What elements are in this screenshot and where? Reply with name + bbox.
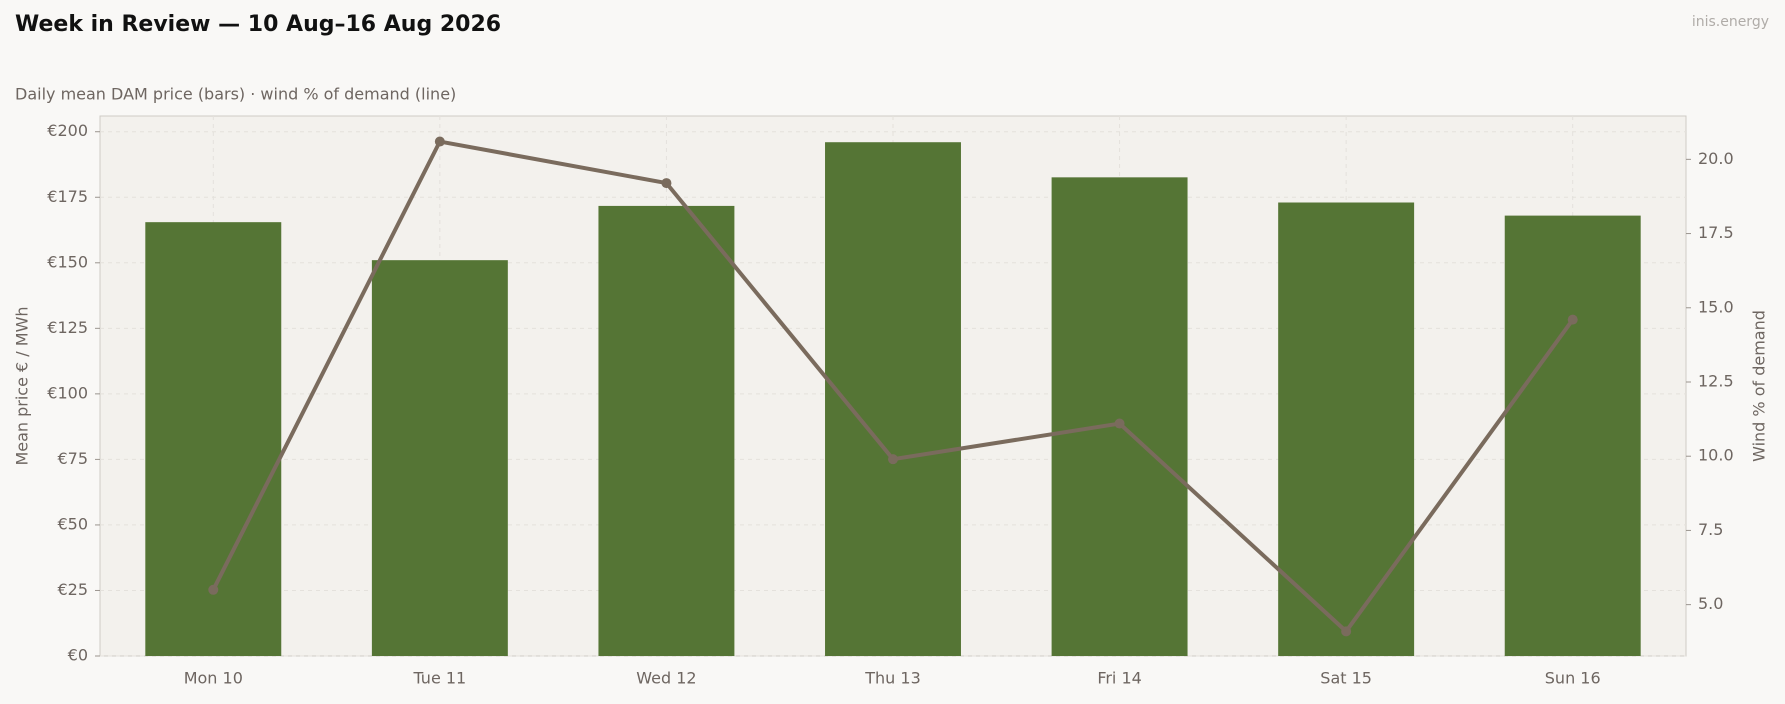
y-tick-label: €175 (47, 187, 88, 206)
x-tick-label: Mon 10 (184, 669, 243, 688)
x-tick-label: Sun 16 (1545, 669, 1601, 688)
x-tick-label: Tue 11 (412, 669, 466, 688)
y2-tick-label: 5.0 (1698, 594, 1723, 613)
bar (598, 205, 735, 656)
bar (1504, 215, 1641, 657)
y-tick-label: €125 (47, 318, 88, 337)
line-point (1114, 418, 1125, 429)
line-point (208, 584, 219, 595)
chart-title: Week in Review — 10 Aug–16 Aug 2026 (15, 12, 501, 37)
y-tick-label: €150 (47, 252, 88, 271)
watermark: inis.energy (1692, 14, 1769, 30)
bar (145, 222, 282, 657)
x-tick-label: Sat 15 (1320, 669, 1372, 688)
y-tick-label: €200 (47, 121, 88, 140)
x-tick-label: Thu 13 (864, 669, 921, 688)
y-tick-label: €50 (57, 514, 88, 533)
line-point (888, 454, 898, 465)
y2-tick-label: 7.5 (1698, 520, 1723, 539)
y-axis-label: Mean price € / MWh (13, 306, 32, 465)
bar (1051, 177, 1188, 656)
subtitle: Daily mean DAM price (bars) · wind % of … (15, 85, 456, 104)
line-point (1341, 626, 1352, 637)
bar (825, 142, 961, 656)
y-tick-label: €75 (57, 449, 88, 468)
y2-tick-label: 15.0 (1698, 297, 1734, 316)
bar (1278, 202, 1415, 656)
y2-tick-label: 17.5 (1698, 223, 1734, 242)
x-tick-label: Wed 12 (636, 669, 696, 688)
y2-tick-label: 10.0 (1698, 446, 1734, 465)
y2-axis-label: Wind % of demand (1750, 310, 1769, 462)
y2-tick-label: 20.0 (1698, 149, 1734, 168)
bar (371, 260, 508, 656)
line-point (1567, 314, 1578, 325)
x-tick-label: Fri 14 (1097, 669, 1142, 688)
y2-tick-label: 12.5 (1698, 371, 1734, 390)
line-point (661, 178, 672, 189)
line-point (434, 136, 445, 147)
y-tick-label: €0 (68, 646, 88, 665)
y-tick-label: €25 (57, 580, 88, 599)
y-tick-label: €100 (47, 383, 88, 402)
